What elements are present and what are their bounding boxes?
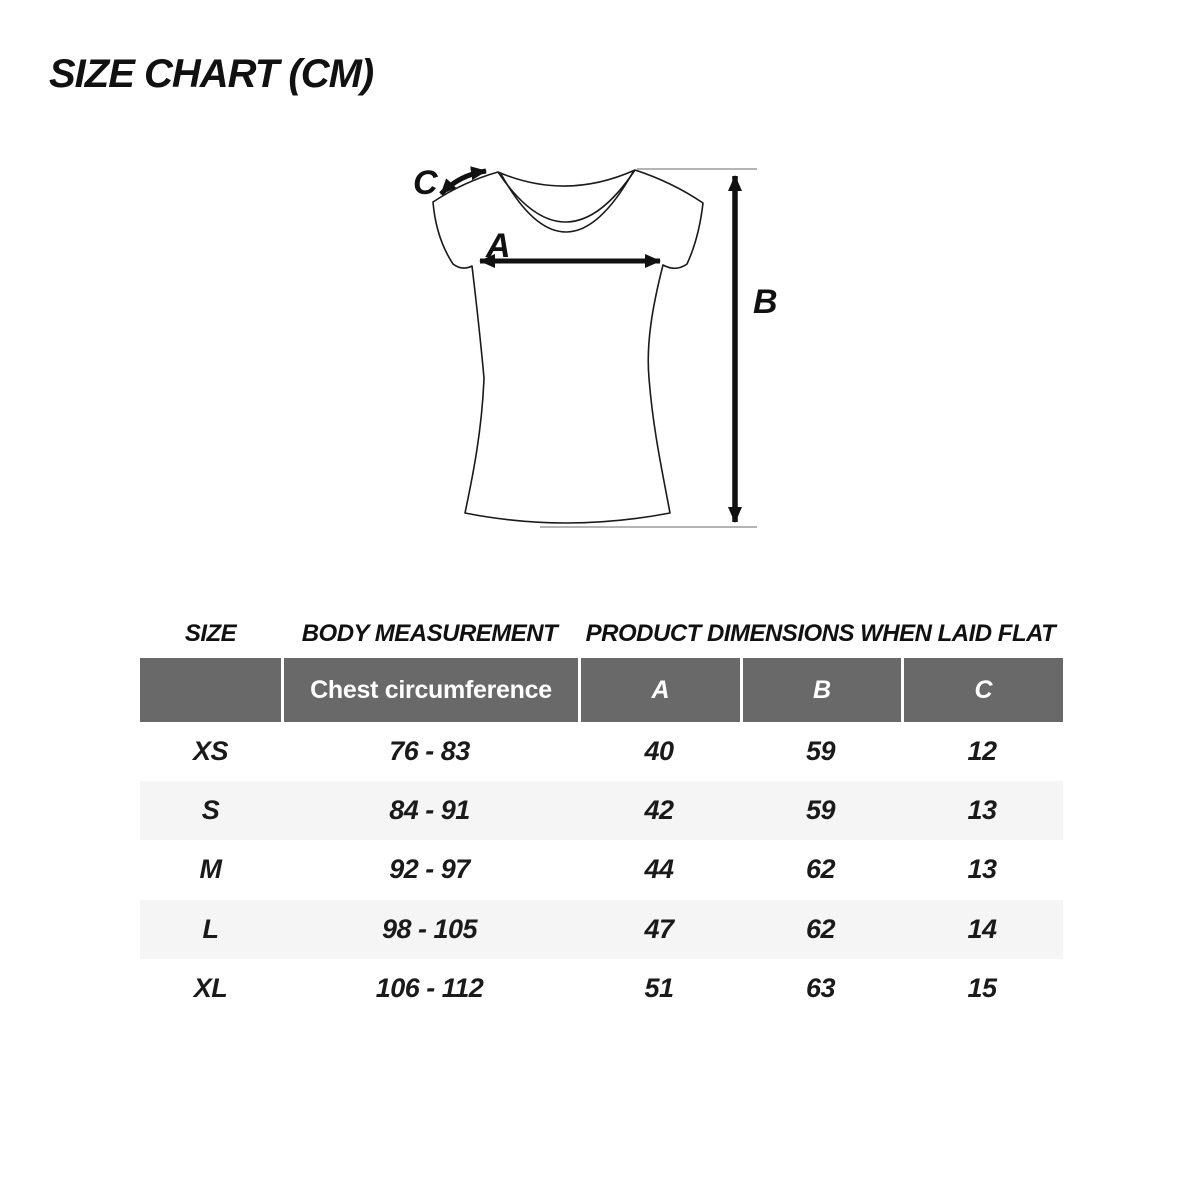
measure-arrow-c — [439, 166, 487, 196]
header-cell-size-empty — [140, 658, 281, 722]
header-cell-c: C — [901, 658, 1063, 722]
row-b-value: 59 — [805, 795, 836, 826]
header-cell-a: A — [578, 658, 740, 722]
row-c-value: 14 — [967, 913, 997, 944]
page-title: SIZE CHART (CM) — [49, 52, 374, 96]
table-group-headers: SIZE BODY MEASUREMENT PRODUCT DIMENSIONS… — [140, 612, 1063, 658]
row-c-value: 13 — [967, 854, 997, 885]
row-chest-value: 98 - 105 — [381, 913, 478, 944]
group-header-size: SIZE — [184, 620, 237, 647]
row-c-value: 13 — [967, 795, 997, 826]
row-size-label: L — [202, 913, 220, 944]
row-chest-value: 76 - 83 — [389, 736, 470, 767]
tshirt-outline-drawing — [432, 169, 704, 524]
row-size-label: S — [201, 795, 220, 826]
dim-label-a: A — [485, 227, 511, 265]
row-c-value: 12 — [967, 736, 997, 767]
row-size-label: XL — [193, 972, 228, 1003]
table-row-m: M 92 - 97 44 62 13 — [140, 840, 1063, 899]
row-a-value: 51 — [644, 972, 674, 1003]
row-c-value: 15 — [967, 972, 997, 1003]
row-chest-value: 106 - 112 — [375, 972, 484, 1003]
row-a-value: 47 — [644, 913, 674, 944]
table-row-xs: XS 76 - 83 40 59 12 — [140, 722, 1063, 781]
group-header-product-dimensions: PRODUCT DIMENSIONS WHEN LAID FLAT — [585, 620, 1056, 647]
row-size-label: M — [199, 854, 223, 885]
header-cell-b: B — [740, 658, 901, 722]
dim-label-c: C — [413, 164, 438, 202]
row-b-value: 59 — [805, 736, 836, 767]
table-row-xl: XL 106 - 112 51 63 15 — [140, 959, 1063, 1018]
row-b-value: 62 — [805, 913, 836, 944]
header-cell-chest-circumference: Chest circumference — [281, 658, 578, 722]
row-a-value: 42 — [644, 795, 674, 826]
group-header-body-measurement: BODY MEASUREMENT — [301, 620, 558, 647]
row-a-value: 40 — [644, 736, 674, 767]
size-table: SIZE BODY MEASUREMENT PRODUCT DIMENSIONS… — [140, 612, 1063, 1018]
table-header-row: Chest circumference A B C — [140, 658, 1063, 722]
row-size-label: XS — [192, 736, 229, 767]
row-a-value: 44 — [644, 854, 674, 885]
dim-label-b: B — [753, 283, 778, 321]
row-chest-value: 92 - 97 — [389, 854, 470, 885]
table-row-s: S 84 - 91 42 59 13 — [140, 781, 1063, 841]
row-b-value: 63 — [805, 972, 836, 1003]
row-chest-value: 84 - 91 — [389, 795, 470, 826]
tshirt-measurement-diagram: A B C — [413, 164, 778, 528]
table-row-l: L 98 - 105 47 62 14 — [140, 899, 1063, 959]
row-b-value: 62 — [805, 854, 836, 885]
